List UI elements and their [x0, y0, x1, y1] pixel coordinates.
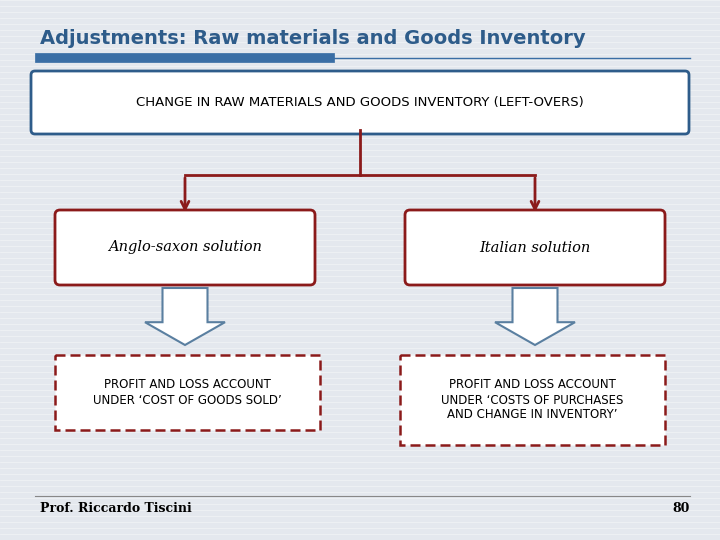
FancyBboxPatch shape [405, 210, 665, 285]
Text: Adjustments: Raw materials and Goods Inventory: Adjustments: Raw materials and Goods Inv… [40, 29, 585, 48]
Text: Prof. Riccardo Tiscini: Prof. Riccardo Tiscini [40, 502, 192, 515]
FancyBboxPatch shape [55, 210, 315, 285]
Polygon shape [495, 288, 575, 345]
Text: 80: 80 [672, 502, 690, 515]
Polygon shape [145, 288, 225, 345]
FancyBboxPatch shape [55, 355, 320, 430]
Text: Italian solution: Italian solution [480, 240, 590, 254]
Text: CHANGE IN RAW MATERIALS AND GOODS INVENTORY (LEFT-OVERS): CHANGE IN RAW MATERIALS AND GOODS INVENT… [136, 96, 584, 109]
Text: PROFIT AND LOSS ACCOUNT
UNDER ‘COSTS OF PURCHASES
AND CHANGE IN INVENTORY’: PROFIT AND LOSS ACCOUNT UNDER ‘COSTS OF … [441, 379, 624, 422]
FancyBboxPatch shape [31, 71, 689, 134]
Text: PROFIT AND LOSS ACCOUNT
UNDER ‘COST OF GOODS SOLD’: PROFIT AND LOSS ACCOUNT UNDER ‘COST OF G… [93, 379, 282, 407]
Text: Anglo-saxon solution: Anglo-saxon solution [108, 240, 262, 254]
FancyBboxPatch shape [400, 355, 665, 445]
